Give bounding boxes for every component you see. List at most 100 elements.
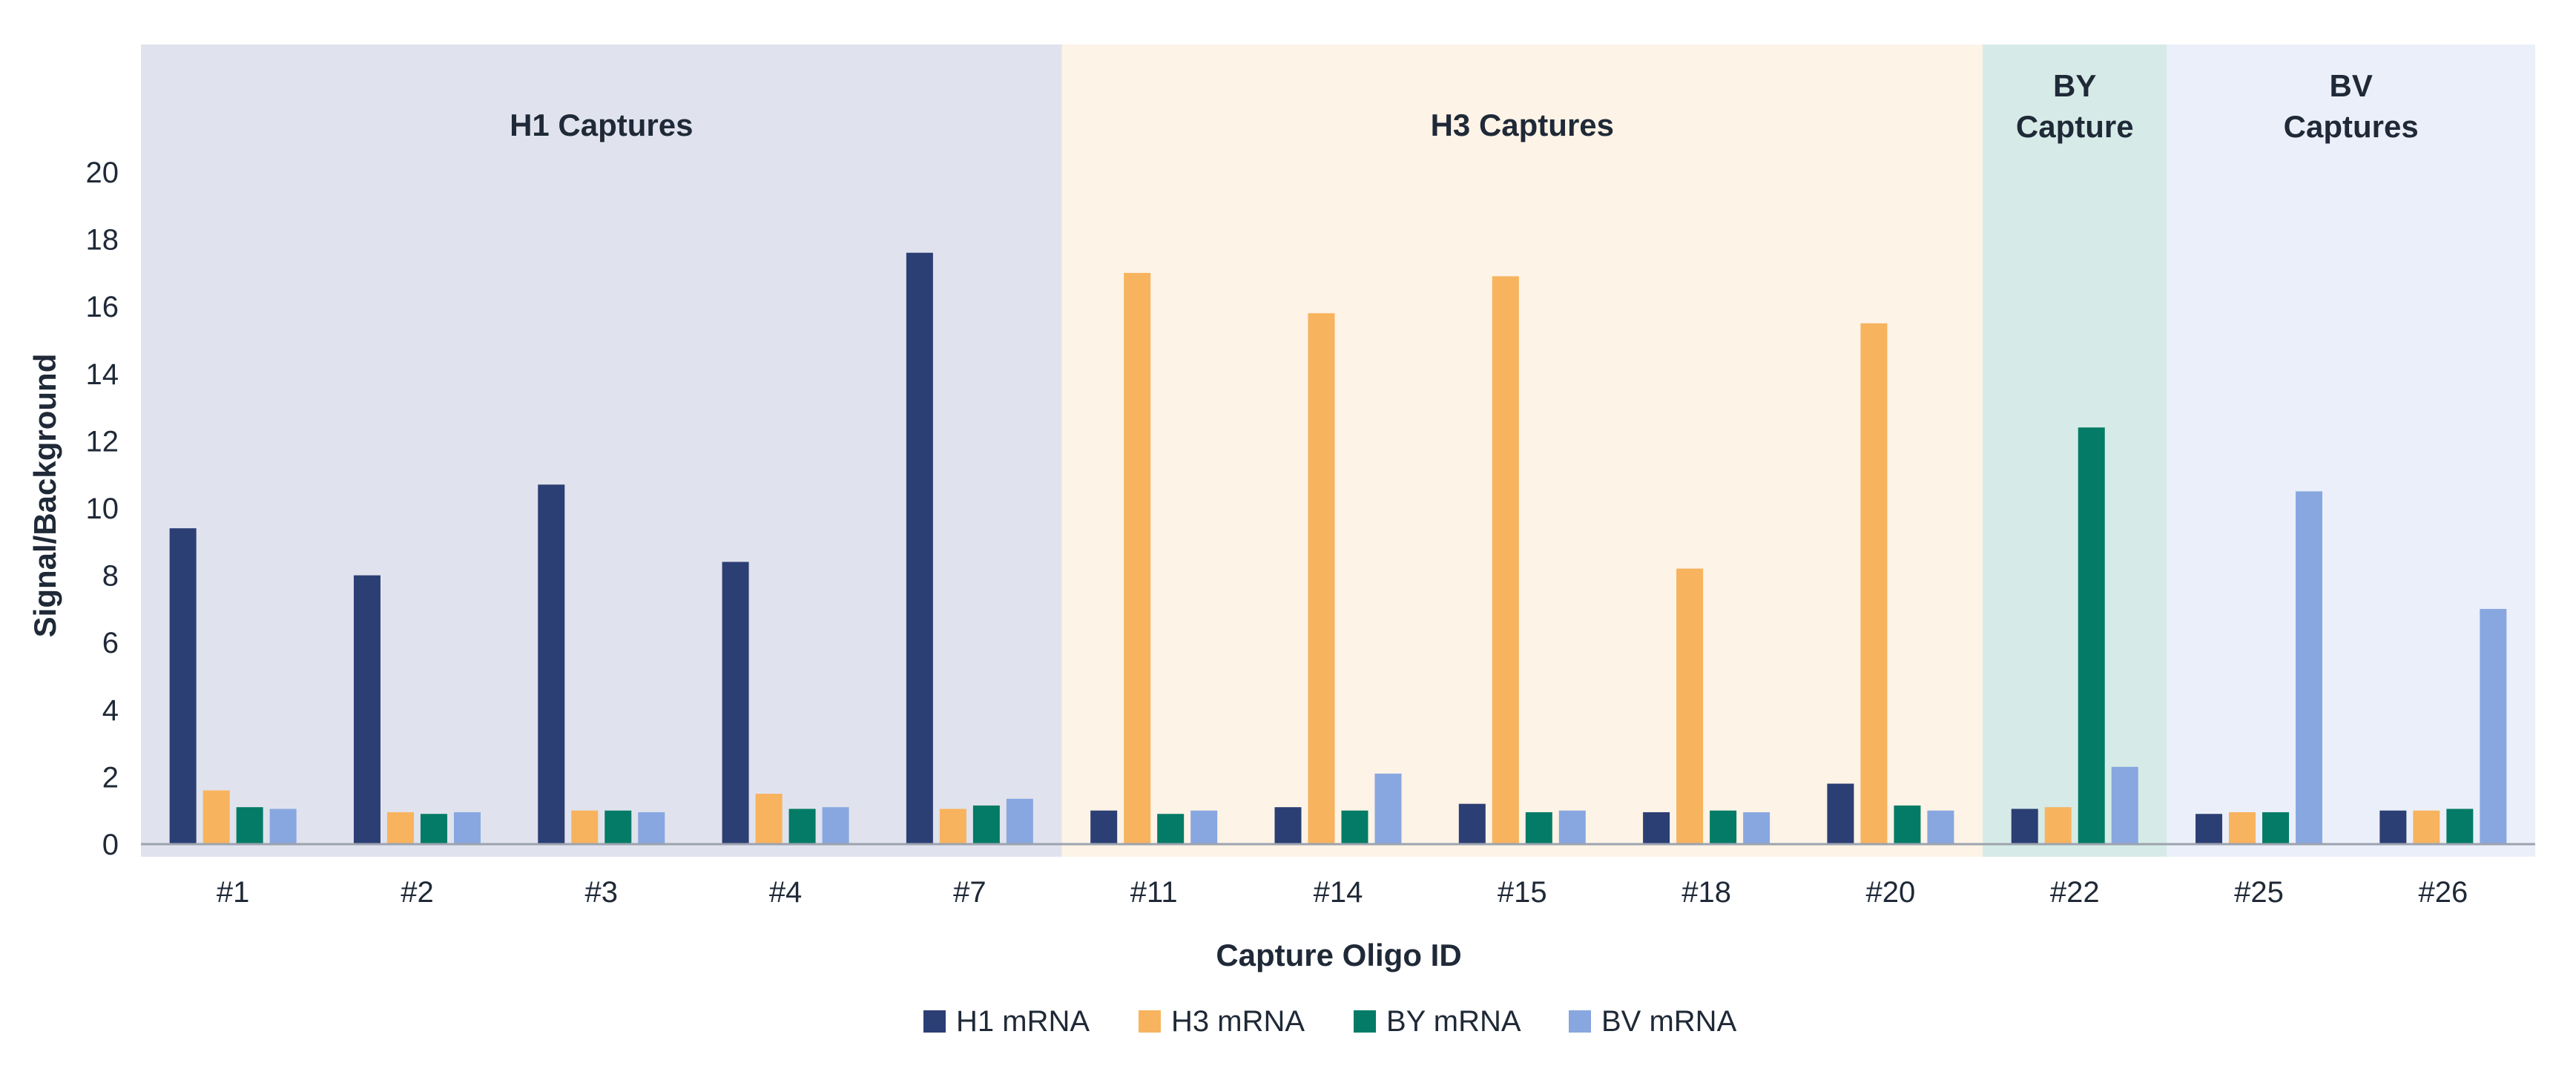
bar-h1-mrna [1274,807,1302,844]
x-axis-ticks: #1 #2 #3 #4 #7 #11 #14 #15 #18 #20 #22 #25 #26 [217,876,2468,909]
bar-by-mrna [788,809,816,844]
y-tick-label: 18 [86,224,119,257]
bar-by-mrna [1894,805,1921,844]
bar-by-mrna [605,810,632,844]
bar-h3-mrna [1860,323,1888,845]
bar-bv-mrna [2480,608,2507,844]
bar-h1-mrna [1090,810,1118,844]
bar-by-mrna [1157,814,1185,844]
legend-item: H3 mRNA [1139,1005,1305,1038]
legend-label: BY mRNA [1386,1005,1521,1038]
legend-item: BV mRNA [1569,1005,1737,1038]
bar-bv-mrna [1743,812,1770,844]
capture-group-band [1061,45,1983,857]
capture-group-label: Capture [2016,109,2134,144]
x-tick-label: #3 [585,876,619,909]
y-tick-label: 10 [86,493,119,525]
bar-h1-mrna [1643,812,1670,844]
bar-h3-mrna [2044,807,2072,844]
x-tick-label: #1 [217,876,250,909]
capture-group-labels: H1 Captures H3 Captures BY Capture BV Capture… [510,68,2419,144]
bar-h1-mrna [538,484,565,844]
bars [169,252,2507,845]
bar-bv-mrna [453,812,481,844]
y-axis-title: Signal/Background [27,354,62,638]
bar-by-mrna [2446,809,2474,844]
x-tick-label: #15 [1498,876,1547,909]
bar-h3-mrna [202,790,230,844]
x-tick-label: #7 [953,876,986,909]
bar-h1-mrna [1458,803,1486,844]
bar-h3-mrna [1308,313,1335,844]
x-tick-label: #20 [1866,876,1916,909]
bar-by-mrna [236,807,263,844]
bar-h3-mrna [571,810,599,844]
y-tick-label: 12 [86,425,119,458]
bar-h1-mrna [2195,814,2223,844]
bar-h1-mrna [2011,809,2038,844]
bar-h3-mrna [1676,568,1704,844]
x-tick-label: #14 [1314,876,1363,909]
legend-swatch [923,1010,946,1033]
legend-swatch [1354,1010,1376,1033]
capture-group-bands [141,45,2535,857]
bar-bv-mrna [1190,810,1218,844]
x-tick-label: #2 [401,876,434,909]
capture-group-label: H1 Captures [510,108,693,142]
bar-h1-mrna [906,252,933,845]
bar-by-mrna [1710,810,1737,844]
bar-h1-mrna [169,528,197,844]
x-tick-label: #22 [2050,876,2100,909]
bar-h3-mrna [939,809,966,844]
legend-swatch [1569,1010,1591,1033]
bar-bv-mrna [269,809,297,844]
bar-h3-mrna [1492,276,1519,844]
bar-bv-mrna [638,812,665,844]
bar-h3-mrna [2413,810,2440,844]
bar-bv-mrna [1558,810,1586,844]
x-tick-label: #18 [1681,876,1731,909]
bar-bv-mrna [1927,810,1954,844]
y-axis-ticks: 0 2 4 6 8 10 12 14 16 18 20 [86,157,119,861]
bar-bv-mrna [1374,773,1402,844]
bar-by-mrna [420,814,447,844]
bar-by-mrna [972,805,1000,844]
legend-swatch [1139,1010,1161,1033]
y-tick-label: 6 [102,627,119,659]
bar-by-mrna [2262,812,2290,844]
bar-h3-mrna [755,794,783,844]
y-tick-label: 16 [86,291,119,323]
bar-bv-mrna [822,807,849,844]
bar-bv-mrna [2111,766,2138,844]
legend-label: H1 mRNA [956,1005,1090,1038]
bar-h1-mrna [1827,783,1854,844]
bar-h3-mrna [386,812,414,844]
y-tick-label: 0 [102,829,119,861]
legend-label: BV mRNA [1601,1005,1737,1038]
bar-bv-mrna [1006,798,1033,844]
x-tick-label: #26 [2418,876,2468,909]
bar-h3-mrna [2229,812,2256,844]
legend-item: BY mRNA [1354,1005,1521,1038]
y-tick-label: 20 [86,157,119,189]
y-tick-label: 4 [102,694,119,727]
x-tick-label: #4 [769,876,803,909]
y-tick-label: 14 [86,358,119,391]
bar-by-mrna [2078,427,2105,844]
bar-h3-mrna [1124,272,1151,844]
bar-bv-mrna [2296,491,2323,844]
bar-by-mrna [1341,810,1368,844]
y-tick-label: 2 [102,761,119,794]
capture-group-label: Captures [2284,109,2419,144]
legend: H1 mRNA H3 mRNA BY mRNA BV mRNA [923,1005,1737,1038]
capture-group-label: BV [2330,68,2373,103]
capture-group-band [2167,45,2535,857]
legend-label: H3 mRNA [1171,1005,1305,1038]
bar-by-mrna [1525,812,1552,844]
x-tick-label: #25 [2234,876,2284,909]
bar-h1-mrna [722,562,749,844]
y-tick-label: 8 [102,560,119,593]
capture-group-band [1983,45,2167,857]
capture-group-label: H3 Captures [1431,108,1614,142]
